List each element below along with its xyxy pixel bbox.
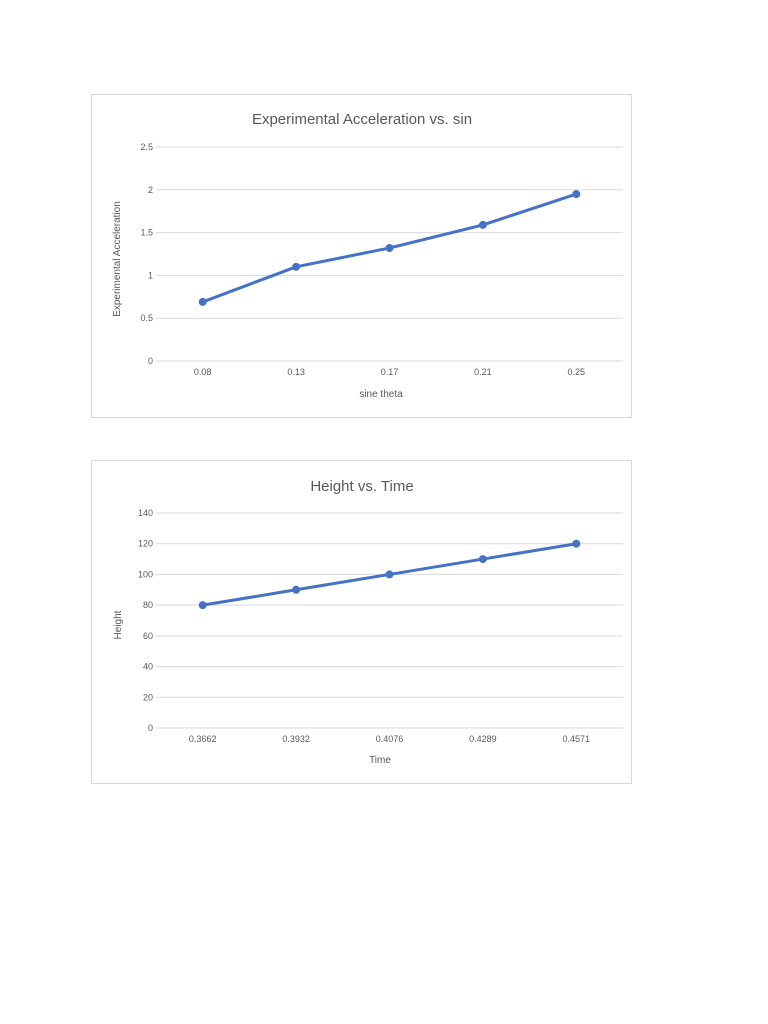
data-points <box>198 539 581 610</box>
acceleration-chart: Experimental Acceleration vs. sin 0 0.5 1 1… <box>91 94 632 418</box>
y-tick-label: 0 <box>148 356 153 366</box>
gridlines <box>156 512 623 729</box>
y-tick-label: 2.5 <box>140 142 153 152</box>
x-tick-label: 0.3932 <box>282 734 310 744</box>
y-tick-label: 0 <box>148 723 153 733</box>
height-chart: Height vs. Time 0 20 40 60 80 100 120 140 0.366… <box>91 460 632 784</box>
y-tick-label: 1 <box>148 270 153 280</box>
data-points <box>198 190 581 306</box>
acceleration-chart-svg: Experimental Acceleration vs. sin 0 0.5 1 1… <box>112 111 623 400</box>
chart-title: Experimental Acceleration vs. sin <box>252 111 472 128</box>
y-tick-label: 80 <box>143 600 153 610</box>
x-tick-label: 0.4076 <box>376 734 404 744</box>
data-point <box>572 539 581 548</box>
data-point <box>198 601 207 610</box>
y-tick-label: 2 <box>148 185 153 195</box>
y-tick-label: 20 <box>143 692 153 702</box>
data-point <box>292 262 301 271</box>
x-tick-label: 0.08 <box>194 367 212 377</box>
x-tick-label: 0.4571 <box>563 734 591 744</box>
x-tick-labels: 0.08 0.13 0.17 0.21 0.25 <box>194 367 585 377</box>
data-point <box>385 570 394 579</box>
x-tick-labels: 0.3662 0.3932 0.4076 0.4289 0.4571 <box>189 734 590 744</box>
x-tick-label: 0.21 <box>474 367 492 377</box>
gridlines <box>156 146 623 362</box>
y-axis-label: Experimental Acceleration <box>112 201 123 317</box>
y-tick-label: 120 <box>138 539 153 549</box>
y-tick-labels: 0 20 40 60 80 100 120 140 <box>138 508 153 733</box>
y-tick-label: 40 <box>143 662 153 672</box>
data-point <box>385 244 394 253</box>
data-point <box>572 190 581 199</box>
x-axis-label: sine theta <box>359 389 403 400</box>
y-tick-labels: 0 0.5 1 1.5 2 2.5 <box>140 142 153 366</box>
chart-title: Height vs. Time <box>310 478 413 495</box>
x-axis-label: Time <box>369 755 391 766</box>
x-tick-label: 0.3662 <box>189 734 217 744</box>
data-point <box>478 220 487 229</box>
y-tick-label: 140 <box>138 508 153 518</box>
y-tick-label: 1.5 <box>140 228 153 238</box>
x-tick-label: 0.4289 <box>469 734 497 744</box>
data-point <box>198 297 207 306</box>
y-tick-label: 100 <box>138 569 153 579</box>
x-tick-label: 0.13 <box>287 367 305 377</box>
data-point <box>292 585 301 594</box>
x-tick-label: 0.25 <box>568 367 586 377</box>
data-point <box>478 555 487 564</box>
x-tick-label: 0.17 <box>381 367 399 377</box>
y-tick-label: 60 <box>143 631 153 641</box>
y-tick-label: 0.5 <box>140 313 153 323</box>
height-chart-svg: Height vs. Time 0 20 40 60 80 100 120 140 0.366… <box>113 478 623 766</box>
y-axis-label: Height <box>113 610 124 639</box>
